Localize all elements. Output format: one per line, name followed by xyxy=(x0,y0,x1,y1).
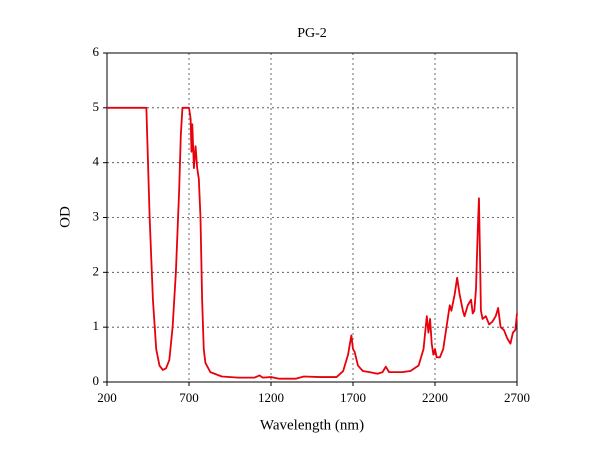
data-line xyxy=(107,106,518,380)
plot-frame xyxy=(106,52,518,383)
x-tick-label: 200 xyxy=(97,390,117,405)
y-tick-label: 4 xyxy=(93,154,100,169)
x-tick-label: 1200 xyxy=(258,390,284,405)
y-tick-label: 1 xyxy=(93,318,100,333)
x-tick-label: 2200 xyxy=(422,390,448,405)
x-tick-label: 1700 xyxy=(340,390,366,405)
chart-title: PG-2 xyxy=(297,26,327,41)
x-tick-label: 2700 xyxy=(504,390,530,405)
y-tick-label: 0 xyxy=(93,373,100,388)
y-axis-label: OD xyxy=(57,206,73,228)
x-axis-label: Wavelength (nm) xyxy=(260,417,364,433)
y-tick-label: 6 xyxy=(93,44,100,59)
y-tick-label: 2 xyxy=(93,263,100,278)
y-tick-label: 3 xyxy=(93,208,100,223)
x-tick-label: 700 xyxy=(179,390,199,405)
y-tick-label: 5 xyxy=(93,99,100,114)
